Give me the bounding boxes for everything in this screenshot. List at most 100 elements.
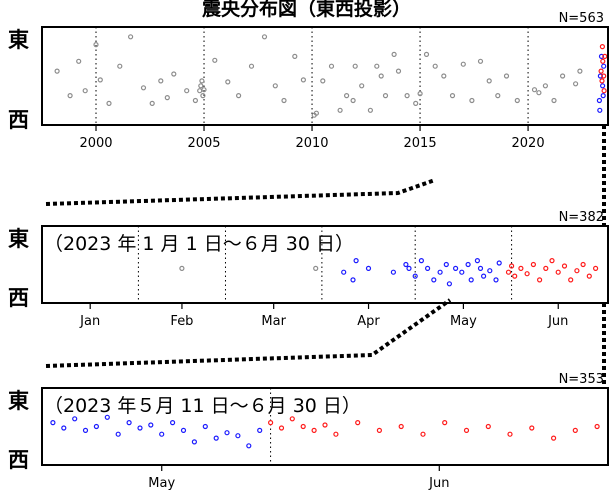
page-title: 震央分布図（東西投影） [201,0,411,20]
data-point-blue [180,427,187,433]
data-point-blue [493,277,499,283]
data-point-gray [184,88,190,94]
data-point-gray [201,87,207,93]
data-point-gray [313,265,319,271]
data-point-blue [412,273,418,279]
data-point-red [599,43,606,50]
data-point-blue [496,260,502,266]
data-point-red [555,269,561,275]
data-point-red [549,258,555,264]
data-point-gray [551,97,557,104]
data-point-gray [514,97,520,104]
data-point-gray [359,83,365,89]
data-point-gray [272,83,278,89]
connector-left-1 [45,178,436,206]
panel-middle: Jan Feb Mar Apr May Jun N=382 東西 （2023 年 1 月 1 日… [8,210,609,329]
x-tick-label: 2005 [187,136,220,151]
data-point-red [530,261,537,268]
data-point-blue [353,258,359,264]
data-point-blue [446,281,452,287]
data-point-red [529,425,535,431]
data-point-gray [54,68,60,74]
x-tick-label: 2015 [404,136,437,151]
data-point-gray [140,85,147,91]
data-point-gray [197,88,203,94]
data-point-gray [367,107,373,113]
data-point-gray [149,100,155,107]
data-point-red [333,431,339,437]
data-point-gray [117,63,123,69]
data-point-blue [474,258,480,264]
data-point-red [398,423,404,430]
data-point-blue [93,423,100,430]
data-point-blue [425,265,431,271]
data-point-gray [352,63,358,69]
data-point-red [507,431,513,437]
data-point-red [420,431,426,437]
data-point-gray [469,97,475,104]
data-point-gray [281,97,287,104]
data-point-gray [261,34,268,40]
data-point-gray [164,94,170,101]
data-point-blue [170,420,176,426]
data-point-gray [382,92,389,99]
data-point-red [311,427,317,433]
data-point-gray [97,77,103,83]
data-point-blue [148,422,154,428]
data-point-blue [137,425,143,431]
data-point-blue [431,277,437,283]
x-tick-label: Mar [261,314,286,329]
data-point-red [550,435,557,441]
data-point-blue [350,277,356,283]
date-range-label: （2023 年 1 月 1 日～６月 30 日） [44,233,354,255]
data-point-gray [171,71,177,77]
data-point-red [300,423,306,430]
data-point-red [524,271,530,277]
data-point-blue [235,433,241,439]
data-point-gray [67,92,73,99]
data-point-blue [600,92,606,99]
data-point-gray [179,265,185,271]
data-point-gray [417,90,423,97]
data-point-blue [104,414,110,420]
data-point-blue [403,261,409,268]
data-point-gray [449,92,456,99]
data-point-red [572,427,578,433]
data-point-red [586,273,592,279]
x-tick-label: Jun [428,476,449,491]
data-point-red [512,273,518,279]
data-point-gray [128,34,134,40]
data-point-red [485,423,491,430]
data-point-gray [200,92,206,99]
data-point-blue [477,265,484,271]
data-point-red [505,269,512,275]
data-point-blue [390,269,396,275]
data-point-blue [597,73,604,79]
data-point-blue [598,53,605,60]
data-point-blue [159,431,165,437]
data-point-gray [236,92,242,99]
data-point-gray [337,107,343,113]
data-point-gray [391,51,397,58]
data-point-blue [365,265,372,271]
x-tick-label: May [148,476,175,491]
data-point-red [574,268,580,274]
data-point-gray [248,63,255,69]
connector-left-2 [45,298,452,368]
data-point-red [599,78,605,84]
panel-bottom: May Jun N=353 東西 （2023 年５月 11 日～６月 30 日） [8,372,609,491]
data-point-blue [191,439,197,445]
data-point-blue [213,435,219,441]
data-point-red [601,88,607,94]
data-point-gray [536,90,542,96]
data-point-gray [199,78,205,84]
data-point-blue [601,63,607,69]
panel-top: 2000 2005 2010 2015 2020 N=563 東西 [8,11,609,151]
data-point-blue [437,269,443,275]
data-point-gray [423,51,430,58]
data-point-blue [257,427,263,433]
data-point-red [322,422,328,428]
west-label: 西 [8,286,29,310]
data-point-gray [441,73,447,79]
data-point-blue [418,258,424,264]
